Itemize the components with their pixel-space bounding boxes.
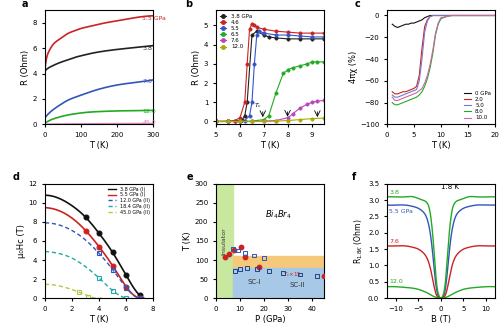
Point [279, 270, 287, 275]
Legend: 3.8 GPa, 4.6, 5.5, 6.5, 7.6, 12.0: 3.8 GPa, 4.6, 5.5, 6.5, 7.6, 12.0 [218, 13, 254, 51]
Text: Bi$_4$Br$_4$: Bi$_4$Br$_4$ [265, 208, 292, 220]
Point [228, 246, 236, 251]
Text: b: b [186, 0, 192, 9]
Text: $T_c$×15: $T_c$×15 [283, 270, 302, 279]
Point [236, 267, 244, 272]
Text: f: f [352, 173, 356, 182]
Text: e: e [186, 173, 194, 182]
Text: c: c [354, 0, 360, 9]
Text: 45.0: 45.0 [142, 120, 156, 125]
Text: 7.6: 7.6 [142, 79, 152, 84]
Point [221, 254, 229, 260]
Y-axis label: R (Ohm): R (Ohm) [192, 50, 201, 85]
Text: 1.8 K: 1.8 K [441, 184, 459, 190]
Point [230, 247, 238, 253]
X-axis label: T (K): T (K) [90, 141, 109, 150]
Text: a: a [21, 0, 28, 9]
X-axis label: P (GPa): P (GPa) [254, 315, 286, 324]
Text: 5.5 GPa: 5.5 GPa [389, 209, 413, 214]
Point [320, 274, 328, 279]
Y-axis label: 4πχ (%): 4πχ (%) [350, 51, 358, 83]
Legend: 3.8 GPa (I), 5.5 GPa (I), 12.0 GPa (II), 18.4 GPa (II), 45.0 GPa (II): 3.8 GPa (I), 5.5 GPa (I), 12.0 GPa (II),… [107, 186, 150, 215]
Point [253, 267, 261, 272]
Y-axis label: R (Ohm): R (Ohm) [21, 50, 30, 85]
Text: 3.8: 3.8 [142, 46, 152, 51]
Text: d: d [12, 173, 20, 182]
Y-axis label: R$_{1.8K}$ (Ohm): R$_{1.8K}$ (Ohm) [352, 218, 365, 264]
Point [225, 251, 233, 256]
Point [250, 253, 258, 258]
Point [241, 251, 249, 256]
Y-axis label: μ₀Hᴄ (T): μ₀Hᴄ (T) [16, 224, 26, 258]
Point [313, 274, 321, 279]
X-axis label: T (K): T (K) [431, 141, 450, 150]
X-axis label: T (K): T (K) [260, 141, 280, 150]
Point [243, 266, 251, 271]
Text: SC-I: SC-I [248, 279, 261, 285]
Text: 12.0: 12.0 [142, 109, 156, 114]
Point [260, 255, 268, 260]
Legend: 0 GPa, 2.0, 5.0, 8.0, 10.0: 0 GPa, 2.0, 5.0, 8.0, 10.0 [463, 90, 492, 122]
Text: $T_c$: $T_c$ [254, 101, 262, 110]
Point [237, 244, 245, 249]
Text: Insulator: Insulator [222, 227, 227, 255]
Point [241, 255, 249, 260]
Text: SC-II: SC-II [290, 282, 306, 288]
Point [231, 268, 239, 273]
Text: 7.6: 7.6 [389, 239, 399, 244]
Point [234, 248, 241, 253]
Point [255, 264, 263, 270]
X-axis label: T (K): T (K) [90, 315, 109, 324]
Text: 5.5 GPa: 5.5 GPa [142, 16, 166, 21]
Polygon shape [232, 256, 324, 298]
Point [296, 272, 304, 277]
Text: 12.0: 12.0 [389, 279, 403, 284]
Polygon shape [232, 268, 324, 298]
Y-axis label: T (K): T (K) [183, 231, 192, 251]
Text: 3.8: 3.8 [389, 190, 399, 195]
Polygon shape [216, 184, 232, 298]
X-axis label: B (T): B (T) [431, 315, 451, 324]
Point [265, 268, 273, 273]
